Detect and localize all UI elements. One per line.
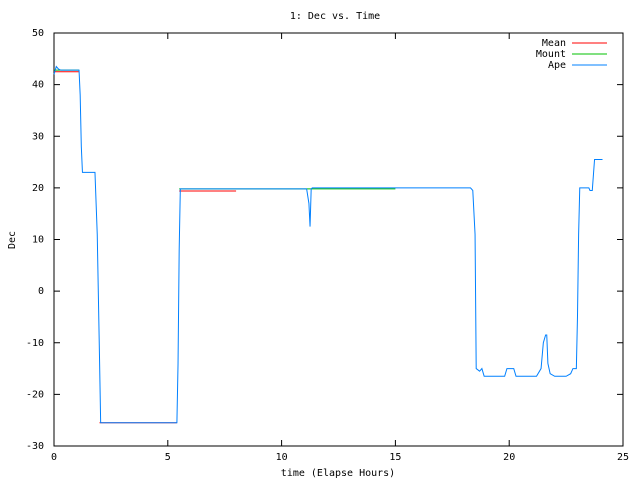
x-tick-label: 10 — [276, 452, 288, 463]
legend-label: Ape — [548, 60, 566, 71]
x-tick-label: 20 — [503, 452, 515, 463]
x-axis-label: time (Elapse Hours) — [281, 468, 395, 479]
y-tick-label: 40 — [32, 80, 44, 91]
legend-label: Mount — [536, 49, 566, 60]
chart-title: 1: Dec vs. Time — [290, 11, 380, 22]
y-tick-label: 50 — [32, 28, 44, 39]
y-tick-label: 10 — [32, 235, 44, 246]
legend-label: Mean — [542, 38, 566, 49]
y-tick-label: 20 — [32, 183, 44, 194]
y-tick-label: -20 — [26, 389, 44, 400]
x-tick-label: 5 — [165, 452, 171, 463]
y-tick-label: 0 — [38, 286, 44, 297]
y-axis-label: Dec — [7, 231, 18, 249]
y-tick-label: -10 — [26, 338, 44, 349]
x-tick-label: 0 — [51, 452, 57, 463]
x-tick-label: 25 — [617, 452, 629, 463]
y-tick-label: -30 — [26, 441, 44, 452]
y-tick-label: 30 — [32, 131, 44, 142]
series-line — [53, 65, 603, 424]
x-tick-label: 15 — [389, 452, 401, 463]
